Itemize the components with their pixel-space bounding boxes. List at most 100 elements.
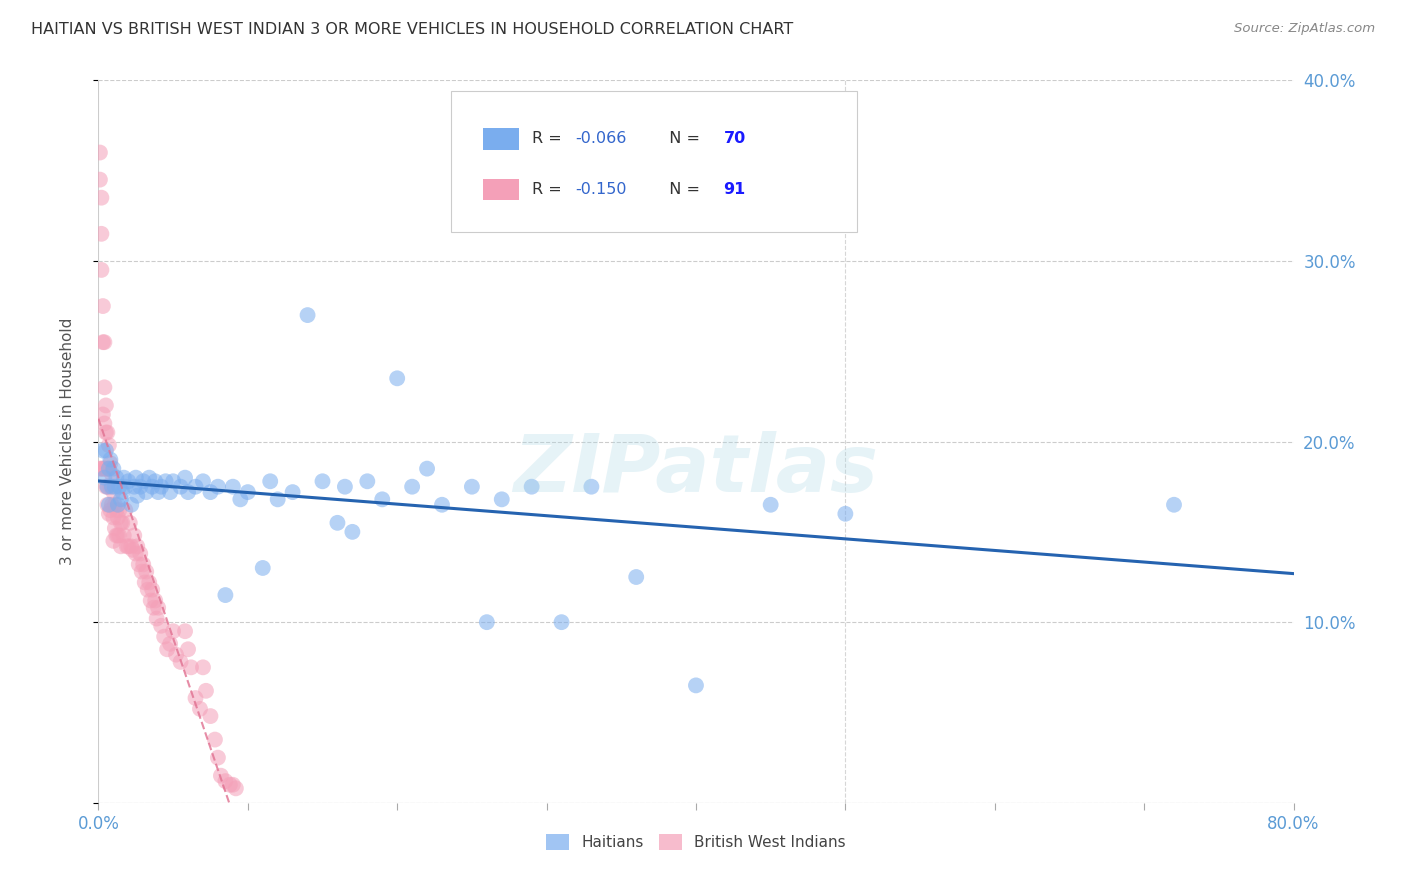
Point <box>103 510 125 524</box>
Point <box>150 480 173 494</box>
Point <box>177 642 200 657</box>
Point <box>236 485 259 500</box>
Point <box>180 660 202 674</box>
Point <box>195 683 218 698</box>
FancyBboxPatch shape <box>484 128 519 150</box>
Point <box>103 533 125 548</box>
Point <box>134 575 156 590</box>
Point <box>475 615 498 630</box>
Point <box>90 263 112 277</box>
Point <box>156 642 179 657</box>
Point <box>124 528 146 542</box>
Point <box>127 539 149 553</box>
Text: HAITIAN VS BRITISH WEST INDIAN 3 OR MORE VEHICLES IN HOUSEHOLD CORRELATION CHART: HAITIAN VS BRITISH WEST INDIAN 3 OR MORE… <box>31 22 793 37</box>
Point <box>159 485 181 500</box>
Point <box>89 172 111 186</box>
Text: Source: ZipAtlas.com: Source: ZipAtlas.com <box>1234 22 1375 36</box>
Point <box>107 510 129 524</box>
Text: -0.150: -0.150 <box>575 182 627 197</box>
Point <box>112 471 135 485</box>
Point <box>111 516 134 530</box>
Point <box>169 655 191 669</box>
Point <box>94 480 117 494</box>
Point <box>153 630 176 644</box>
Point <box>91 408 114 422</box>
Point <box>128 558 150 572</box>
Point <box>132 558 155 572</box>
Point <box>96 480 118 494</box>
Point <box>89 145 111 160</box>
Point <box>98 503 122 517</box>
Point <box>138 575 160 590</box>
Legend: Haitians, British West Indians: Haitians, British West Indians <box>540 829 852 856</box>
Point <box>131 565 153 579</box>
Point <box>94 443 117 458</box>
Point <box>96 498 118 512</box>
Point <box>105 471 128 485</box>
Text: R =: R = <box>533 131 567 146</box>
Point <box>108 480 131 494</box>
Text: N =: N = <box>659 182 704 197</box>
Point <box>110 516 132 530</box>
Point <box>98 452 122 467</box>
Point <box>135 565 157 579</box>
Point <box>90 461 112 475</box>
Point <box>101 467 124 481</box>
Point <box>105 528 128 542</box>
Point <box>209 769 232 783</box>
Point <box>491 492 513 507</box>
Point <box>94 425 117 440</box>
Point <box>191 475 214 489</box>
Point <box>356 475 378 489</box>
Point <box>259 475 281 489</box>
Point <box>685 678 707 692</box>
Text: N =: N = <box>659 131 704 146</box>
Point <box>101 480 124 494</box>
Point <box>120 539 142 553</box>
Text: -0.066: -0.066 <box>575 131 627 146</box>
Point <box>125 471 148 485</box>
Point <box>385 371 409 385</box>
Point <box>141 480 163 494</box>
Point <box>222 778 245 792</box>
Point <box>834 507 856 521</box>
Point <box>222 480 245 494</box>
Point <box>91 299 114 313</box>
Point <box>143 593 166 607</box>
Point <box>184 480 207 494</box>
Point <box>104 480 127 494</box>
Point <box>129 480 152 494</box>
Point <box>104 498 127 512</box>
Point <box>93 380 115 394</box>
Point <box>165 648 187 662</box>
Point <box>188 702 211 716</box>
Point <box>124 480 146 494</box>
Point <box>91 443 114 458</box>
Text: R =: R = <box>533 182 567 197</box>
Point <box>120 498 142 512</box>
Point <box>98 456 122 470</box>
Point <box>107 498 129 512</box>
Point <box>174 624 197 639</box>
Point <box>162 475 184 489</box>
Point <box>371 492 394 507</box>
Text: 70: 70 <box>724 131 745 146</box>
Point <box>127 489 149 503</box>
Point <box>461 480 484 494</box>
Point <box>174 471 197 485</box>
Point <box>207 750 229 764</box>
Point <box>96 480 118 494</box>
Point <box>169 480 191 494</box>
Point <box>103 461 125 475</box>
Point <box>143 475 166 489</box>
Point <box>108 528 131 542</box>
Point <box>108 503 131 517</box>
Point <box>97 438 120 452</box>
Point <box>214 774 236 789</box>
Point <box>150 619 173 633</box>
Point <box>297 308 319 322</box>
Point <box>94 398 117 412</box>
Point <box>110 539 132 553</box>
Point <box>121 542 143 557</box>
Point <box>159 637 181 651</box>
